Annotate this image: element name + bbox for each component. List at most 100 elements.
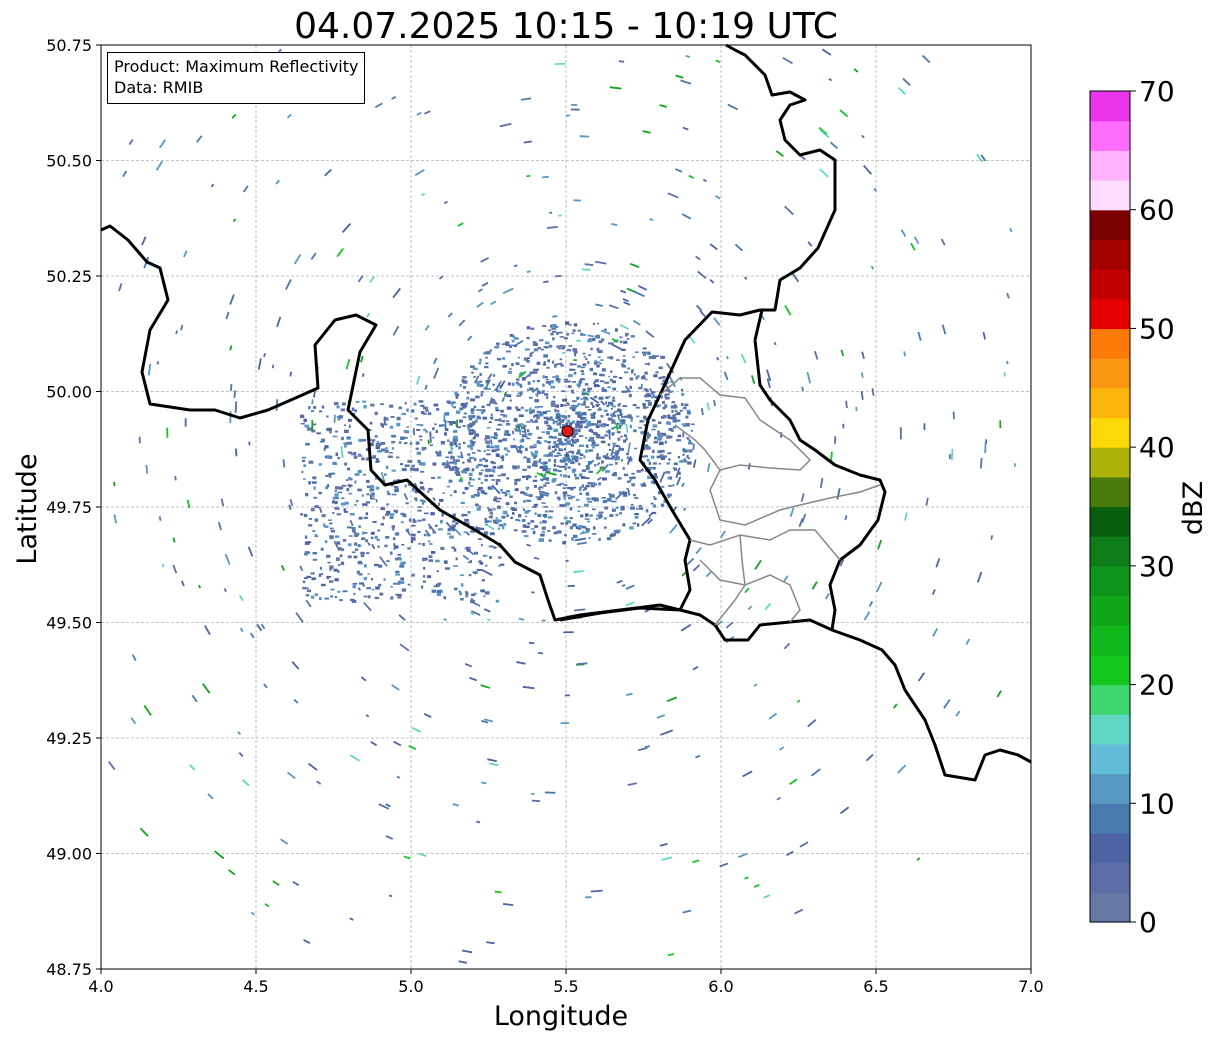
- echo-cell: [312, 423, 317, 426]
- echo-cell: [676, 412, 681, 416]
- echo-cell: [525, 515, 528, 518]
- echo-cell: [537, 436, 542, 439]
- echo-cell: [621, 508, 625, 511]
- echo-cell: [467, 561, 472, 564]
- echo-cell: [355, 400, 360, 403]
- echo-cell: [445, 456, 449, 459]
- echo-cell: [323, 523, 326, 527]
- echo-streak: [141, 236, 147, 246]
- echo-streak: [232, 218, 237, 223]
- echo-cell: [483, 492, 488, 495]
- echo-cell: [488, 545, 494, 548]
- echo-streak: [621, 584, 626, 587]
- y-tick-label: 48.75: [46, 960, 92, 979]
- echo-streak: [544, 791, 556, 794]
- echo-cell: [451, 447, 454, 450]
- echo-cell: [520, 406, 524, 409]
- echo-streak: [295, 612, 304, 623]
- echo-cell: [607, 418, 612, 421]
- echo-cell: [596, 453, 599, 456]
- echo-streak: [272, 880, 280, 886]
- echo-cell: [608, 403, 614, 406]
- echo-cell: [502, 438, 508, 442]
- echo-cell: [478, 464, 483, 467]
- echo-cell: [464, 590, 468, 593]
- echo-cell: [615, 530, 620, 534]
- echo-cell: [447, 527, 452, 532]
- echo-streak: [725, 621, 734, 629]
- echo-cell: [623, 355, 626, 357]
- echo-cell: [587, 339, 592, 343]
- echo-cell: [440, 519, 443, 524]
- echo-cell: [522, 430, 526, 433]
- echo-cell: [627, 489, 630, 494]
- echo-streak: [516, 661, 526, 665]
- radar-site-dot: [561, 425, 574, 438]
- x-tick-label: 5.0: [398, 977, 423, 996]
- echo-streak: [641, 481, 646, 488]
- echo-cell: [574, 353, 577, 357]
- echo-cell: [577, 365, 582, 368]
- echo-streak: [537, 460, 548, 468]
- echo-streak: [552, 469, 562, 473]
- echo-streak: [659, 843, 668, 847]
- echo-streak: [459, 476, 464, 481]
- echo-cell: [646, 406, 649, 409]
- echo-cell: [329, 431, 332, 434]
- echo-streak: [744, 587, 750, 594]
- echo-cell: [632, 522, 637, 525]
- echo-cell: [585, 513, 589, 517]
- echo-cell: [325, 474, 329, 477]
- echo-cell: [611, 434, 614, 436]
- echo-streak: [145, 464, 149, 474]
- echo-streak: [782, 575, 789, 583]
- echo-cell: [543, 505, 549, 508]
- echo-cell: [526, 359, 530, 363]
- echo-streak: [480, 719, 489, 724]
- echo-cell: [565, 441, 570, 445]
- echo-streak: [469, 439, 474, 451]
- echo-streak: [433, 367, 440, 379]
- echo-cell: [465, 595, 468, 598]
- echo-cell: [633, 429, 637, 433]
- echo-streak: [576, 541, 588, 546]
- echo-cell: [531, 409, 535, 412]
- echo-cell: [380, 403, 384, 406]
- echo-cell: [580, 476, 586, 479]
- echo-cell: [538, 406, 543, 408]
- echo-cell: [390, 513, 395, 516]
- echo-cell: [371, 536, 374, 540]
- echo-cell: [618, 491, 623, 495]
- echo-cell: [444, 412, 450, 416]
- echo-cell: [536, 426, 539, 430]
- echo-cell: [367, 573, 370, 575]
- echo-cell: [314, 534, 318, 537]
- echo-cell: [478, 505, 481, 509]
- echo-cell: [546, 432, 550, 435]
- echo-cell: [394, 488, 399, 493]
- echo-cell: [403, 430, 408, 432]
- echo-cell: [431, 551, 436, 554]
- echo-cell: [495, 519, 501, 523]
- echo-cell: [583, 401, 586, 404]
- echo-cell: [594, 380, 599, 383]
- echo-cell: [584, 518, 590, 520]
- echo-cell: [494, 445, 500, 449]
- echo-cell: [611, 427, 614, 430]
- echo-cell: [313, 496, 318, 499]
- echo-cell: [485, 356, 488, 359]
- echo-streak: [734, 243, 744, 252]
- echo-cell: [552, 421, 556, 425]
- colorbar-segment: [1090, 595, 1130, 626]
- echo-cell: [548, 435, 553, 439]
- echo-cell: [567, 436, 570, 440]
- echo-cell: [520, 445, 525, 449]
- echo-cell: [591, 497, 596, 501]
- echo-cell: [495, 517, 498, 519]
- echo-cell: [526, 461, 531, 463]
- echo-cell: [380, 507, 386, 511]
- echo-cell: [496, 454, 500, 457]
- echo-streak: [490, 300, 497, 306]
- echo-cell: [563, 458, 568, 461]
- echo-streak: [155, 160, 163, 171]
